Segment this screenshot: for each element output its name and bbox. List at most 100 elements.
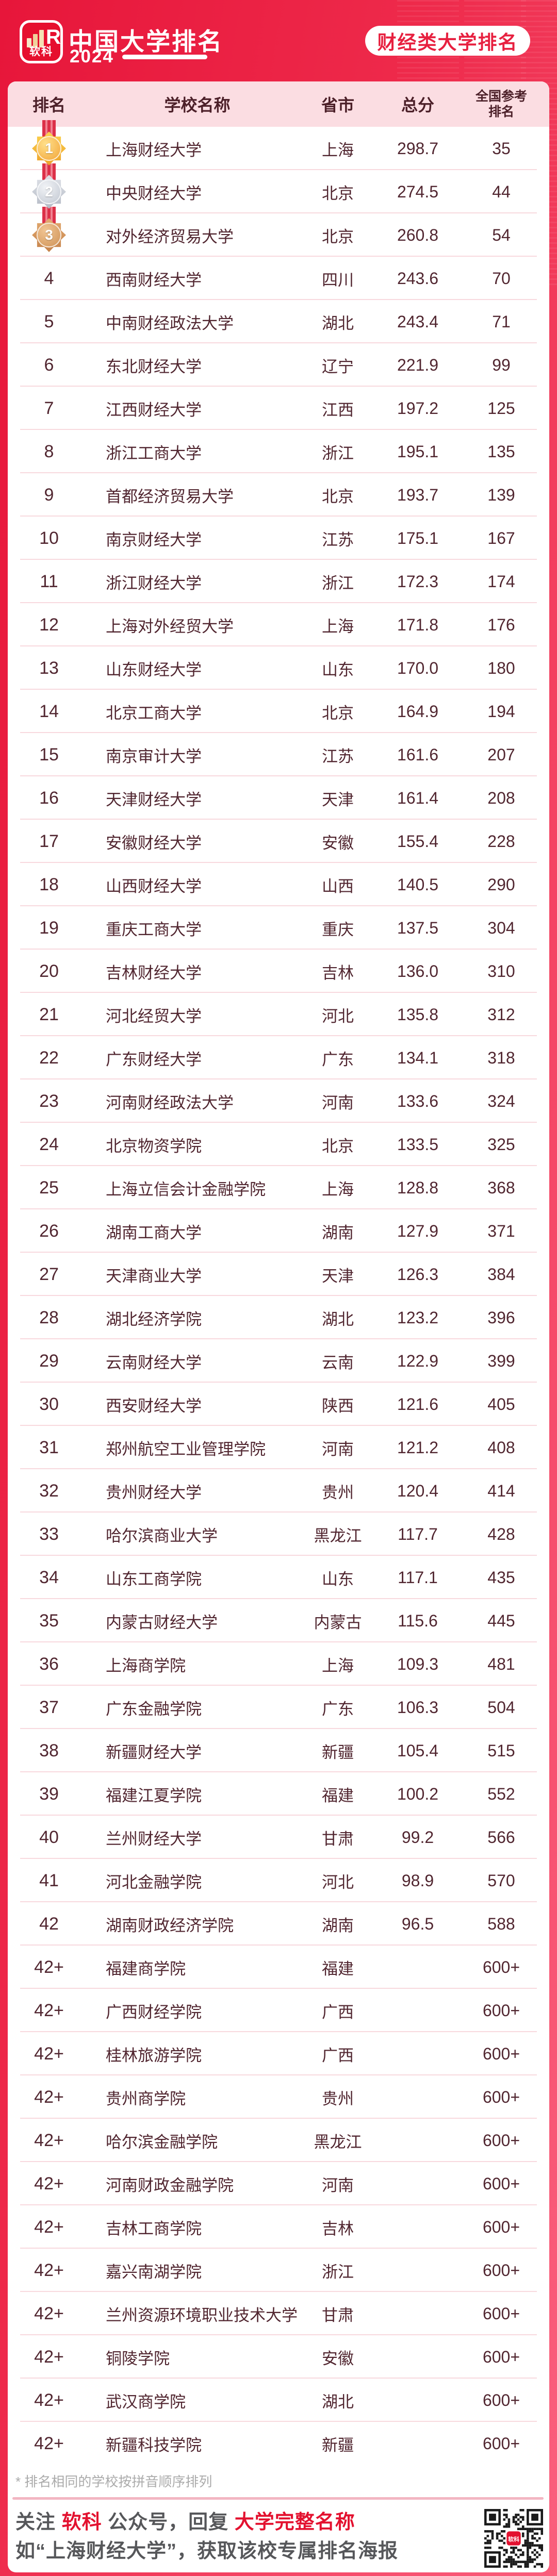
footer-line2: 如“上海财经大学”，获取该校专属排名海报: [15, 2540, 399, 2562]
silver-medal-icon: 2: [32, 163, 66, 209]
school-name: 湖南工商大学: [106, 1223, 202, 1242]
table-row: 27 天津商业大学 天津 126.3 384: [8, 1253, 549, 1296]
school-name: 山东工商学院: [106, 1570, 202, 1588]
province: 河北: [322, 1873, 354, 1891]
total-score: 172.3: [397, 572, 439, 591]
rank-cell: 17: [39, 831, 59, 851]
table-row: 15 南京审计大学 江苏 161.6 207: [8, 733, 549, 776]
total-score: 134.1: [397, 1048, 439, 1067]
school-name: 安徽财经大学: [106, 834, 202, 852]
total-score: 128.8: [397, 1178, 439, 1197]
table-row: 13 山东财经大学 山东 170.0 180: [8, 646, 549, 690]
total-score: 106.3: [397, 1698, 439, 1717]
total-score: 133.5: [397, 1135, 439, 1154]
rank-cell: 42+: [34, 2130, 64, 2150]
national-rank: 414: [487, 1481, 515, 1500]
national-rank: 600+: [482, 2087, 520, 2106]
table-row: 26 湖南工商大学 湖南 127.9 371: [8, 1209, 549, 1253]
school-name: 兰州财经大学: [106, 1830, 202, 1848]
table-row: 19 重庆工商大学 重庆 137.5 304: [8, 906, 549, 950]
school-name: 新疆财经大学: [106, 1743, 202, 1761]
footnote: * 排名相同的学校按拼音顺序排列: [15, 2474, 212, 2489]
table-row: 42+ 吉林工商学院 吉林 600+: [8, 2205, 549, 2249]
rank-cell: 6: [44, 355, 54, 375]
rank-cell: 5: [44, 311, 54, 331]
footer-text: 关注 软科 公众号，回复 大学完整名称 如“上海财经大学”，获取该校专属排名海报: [15, 2508, 398, 2566]
total-score: 109.3: [397, 1654, 439, 1673]
province: 陕西: [322, 1397, 354, 1415]
school-name: 哈尔滨商业大学: [106, 1526, 218, 1545]
school-name: 贵州财经大学: [106, 1483, 202, 1502]
rank-cell: 23: [39, 1091, 59, 1111]
school-name: 重庆工商大学: [106, 920, 202, 939]
rank-cell: 12: [39, 614, 59, 635]
table-row: 42+ 新疆科技学院 新疆 600+: [8, 2422, 549, 2465]
national-rank: 139: [487, 485, 515, 504]
col-header-score: 总分: [401, 96, 434, 114]
rank-cell: 21: [39, 1004, 59, 1024]
medal-disc-icon: [37, 136, 61, 161]
school-name: 山东财经大学: [106, 660, 202, 679]
table-row: 42+ 武汉商学院 湖北 600+: [8, 2379, 549, 2422]
school-name: 南京财经大学: [106, 530, 202, 549]
province: 湖南: [322, 1916, 354, 1935]
total-score: 274.5: [397, 182, 439, 201]
national-rank: 600+: [482, 2434, 520, 2453]
rank-cell: 38: [39, 1740, 59, 1760]
province: 北京: [322, 227, 354, 246]
province: 浙江: [322, 574, 354, 592]
table-row: 36 上海商学院 上海 109.3 481: [8, 1642, 549, 1686]
table-row: 10 南京财经大学 江苏 175.1 167: [8, 517, 549, 560]
total-score: 122.9: [397, 1351, 439, 1370]
rank-cell: 7: [44, 398, 54, 418]
rank-cell: 16: [39, 788, 59, 808]
national-rank: 318: [487, 1048, 515, 1067]
school-name: 天津财经大学: [106, 790, 202, 809]
total-score: 99.2: [401, 1827, 434, 1847]
school-name: 上海商学院: [106, 1656, 186, 1675]
province: 山东: [322, 1570, 354, 1588]
school-name: 吉林财经大学: [106, 963, 202, 982]
province: 新疆: [322, 2436, 354, 2454]
province: 四川: [322, 271, 354, 289]
school-name: 武汉商学院: [106, 2392, 186, 2411]
total-score: 164.9: [397, 702, 439, 721]
total-score: 195.1: [397, 442, 439, 461]
gold-medal-icon: 1: [32, 120, 66, 165]
table-row: 28 湖北经济学院 湖北 123.2 396: [8, 1296, 549, 1339]
national-rank: 600+: [482, 2261, 520, 2280]
national-rank: 176: [487, 615, 515, 634]
school-name: 河南财政金融学院: [106, 2176, 234, 2195]
school-name: 湖北经济学院: [106, 1310, 202, 1328]
province: 云南: [322, 1353, 354, 1372]
rank-cell: 22: [39, 1048, 59, 1068]
table-row: 38 新疆财经大学 新疆 105.4 515: [8, 1729, 549, 1772]
national-rank: 435: [487, 1568, 515, 1587]
footer: 关注 软科 公众号，回复 大学完整名称 如“上海财经大学”，获取该校专属排名海报…: [8, 2500, 549, 2568]
rank-cell: 33: [39, 1524, 59, 1544]
table-row: 42+ 铜陵学院 安徽 600+: [8, 2335, 549, 2379]
table-row: 4 西南财经大学 四川 243.6 70: [8, 257, 549, 300]
total-score: 105.4: [397, 1741, 439, 1760]
school-name: 上海对外经贸大学: [106, 617, 234, 636]
total-score: 98.9: [401, 1871, 434, 1890]
province: 广东: [322, 1050, 354, 1069]
national-rank: 99: [492, 355, 511, 374]
year-label: 2024: [70, 46, 114, 67]
table-row: 42+ 哈尔滨金融学院 黑龙江 600+: [8, 2119, 549, 2162]
national-rank: 194: [487, 702, 515, 721]
table-row: 5 中南财经政法大学 湖北 243.4 71: [8, 300, 549, 343]
province: 重庆: [322, 920, 354, 939]
col-header-national-line1: 全国参考: [475, 89, 527, 104]
medal-disc-icon: [37, 179, 61, 204]
table-row: 25 上海立信会计金融学院 上海 128.8 368: [8, 1166, 549, 1209]
rank-cell: 27: [39, 1264, 59, 1284]
school-name: 浙江财经大学: [106, 574, 202, 592]
total-score: 127.9: [397, 1221, 439, 1240]
national-rank: 600+: [482, 2001, 520, 2020]
rank-cell: 25: [39, 1177, 59, 1198]
rank-cell: 28: [39, 1307, 59, 1327]
logo-bars-icon: R: [27, 27, 61, 47]
school-name: 首都经济贸易大学: [106, 487, 234, 506]
school-name: 广东财经大学: [106, 1050, 202, 1069]
